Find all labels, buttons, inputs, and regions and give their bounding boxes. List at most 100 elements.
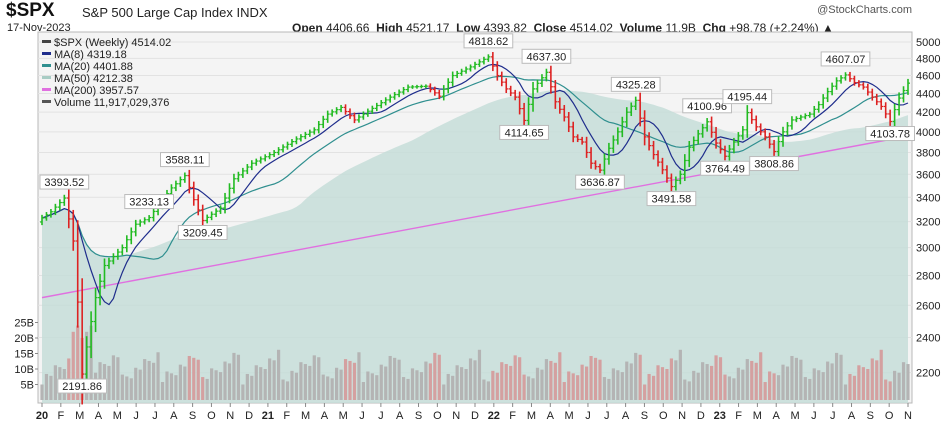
y-tick-label: 4200 bbox=[916, 107, 940, 119]
volume-bar bbox=[678, 349, 682, 400]
volume-bar bbox=[781, 364, 785, 400]
volume-bar bbox=[201, 377, 205, 400]
volume-bar bbox=[558, 352, 562, 400]
volume-bar bbox=[727, 376, 732, 400]
x-tick-label: F bbox=[509, 410, 516, 422]
volume-bar bbox=[53, 365, 57, 400]
x-tick-label: J bbox=[585, 410, 591, 422]
x-tick-label: M bbox=[75, 410, 84, 422]
volume-bar bbox=[335, 367, 339, 400]
x-tick-label: M bbox=[301, 410, 310, 422]
volume-bar bbox=[857, 365, 861, 400]
price-annotation-box bbox=[57, 378, 108, 394]
volume-bar bbox=[741, 369, 745, 400]
volume-bar bbox=[116, 357, 120, 400]
x-tick-label: A bbox=[170, 410, 178, 422]
volume-bar bbox=[245, 373, 249, 400]
volume-bar bbox=[339, 369, 343, 400]
volume-bar bbox=[183, 366, 187, 400]
x-tick-label: J bbox=[152, 410, 158, 422]
volume-bar bbox=[593, 357, 598, 400]
price-annotation: 4325.28 bbox=[616, 79, 656, 91]
volume-bar bbox=[410, 368, 415, 400]
volume-bar bbox=[750, 360, 754, 400]
x-tick-label: 23 bbox=[714, 410, 726, 422]
volume-bar bbox=[312, 355, 316, 400]
y-tick-label: 4400 bbox=[916, 88, 940, 100]
x-tick-label: A bbox=[547, 410, 555, 422]
x-tick-label: N bbox=[904, 410, 912, 422]
volume-bar bbox=[660, 367, 665, 400]
legend-ma20: MA(20) 4401.88 bbox=[54, 61, 133, 73]
volume-bar bbox=[147, 360, 151, 400]
x-tick-label: S bbox=[867, 410, 874, 422]
x-tick-label: S bbox=[641, 410, 648, 422]
volume-bar bbox=[299, 362, 303, 400]
price-annotation: 3764.49 bbox=[705, 163, 745, 175]
volume-bar bbox=[571, 373, 575, 400]
volume-bar bbox=[848, 373, 852, 400]
price-annotation: 4100.96 bbox=[687, 101, 727, 113]
volume-bar bbox=[879, 349, 883, 400]
volume-bar bbox=[178, 364, 182, 400]
legend-ma8: MA(8) 4319.18 bbox=[54, 49, 127, 61]
x-tick-label: D bbox=[471, 410, 479, 422]
y-tick-label: 3800 bbox=[916, 147, 940, 159]
volume-bar bbox=[401, 377, 406, 400]
volume-bar bbox=[589, 355, 593, 400]
volume-bar bbox=[852, 375, 857, 400]
volume-bar bbox=[192, 357, 196, 400]
volume-bar bbox=[830, 363, 834, 400]
y-tick-label: 2800 bbox=[916, 270, 940, 282]
volume-bar bbox=[343, 359, 348, 400]
legend-swatch bbox=[42, 40, 51, 43]
y-tick-label: 4600 bbox=[916, 71, 940, 83]
volume-bar bbox=[76, 325, 80, 400]
volume-bar bbox=[522, 374, 526, 400]
volume-bar bbox=[379, 364, 383, 400]
volume-bar bbox=[223, 361, 227, 400]
y-tick-label: 2600 bbox=[916, 300, 940, 312]
volume-bar bbox=[861, 367, 865, 400]
volume-bar bbox=[669, 358, 674, 400]
price-annotation: 4607.07 bbox=[826, 54, 866, 66]
volume-bar bbox=[785, 366, 790, 400]
x-tick-label: A bbox=[95, 410, 103, 422]
y-tick-label: 3200 bbox=[916, 217, 940, 229]
volume-bar bbox=[89, 325, 93, 400]
volume-bar bbox=[531, 378, 535, 400]
volume-bar bbox=[437, 354, 441, 400]
volume-bar bbox=[500, 362, 504, 400]
exchange-label: INDX bbox=[236, 5, 268, 20]
x-tick-label: M bbox=[753, 410, 762, 422]
volume-bar bbox=[629, 363, 633, 400]
volume-bar bbox=[553, 362, 557, 400]
volume-bar bbox=[227, 363, 232, 400]
volume-bar bbox=[317, 357, 321, 400]
volume-bar bbox=[576, 375, 580, 400]
volume-bar bbox=[352, 362, 357, 400]
volume-bar bbox=[866, 369, 870, 400]
volume-bar bbox=[290, 370, 294, 400]
price-annotation-box bbox=[159, 152, 210, 168]
x-tick-label: A bbox=[622, 410, 630, 422]
price-annotation: 3233.13 bbox=[129, 197, 169, 209]
volume-bar bbox=[210, 368, 214, 400]
volume-bar bbox=[794, 357, 799, 400]
volume-bar bbox=[415, 370, 419, 400]
volume-bar bbox=[433, 352, 437, 400]
volume-bar bbox=[790, 355, 794, 400]
volume-bar bbox=[460, 367, 464, 400]
volume-bar bbox=[174, 375, 178, 400]
volume-bar bbox=[482, 379, 486, 400]
y-tick-label: 3000 bbox=[916, 243, 940, 255]
price-annotation: 3491.58 bbox=[652, 194, 692, 206]
volume-bar bbox=[357, 352, 361, 400]
volume-bar bbox=[540, 369, 544, 400]
volume-bar bbox=[901, 362, 906, 400]
volume-bar bbox=[687, 381, 691, 400]
x-tick-label: 21 bbox=[262, 410, 274, 422]
volume-bar bbox=[718, 357, 723, 400]
price-annotation-box bbox=[463, 33, 514, 49]
